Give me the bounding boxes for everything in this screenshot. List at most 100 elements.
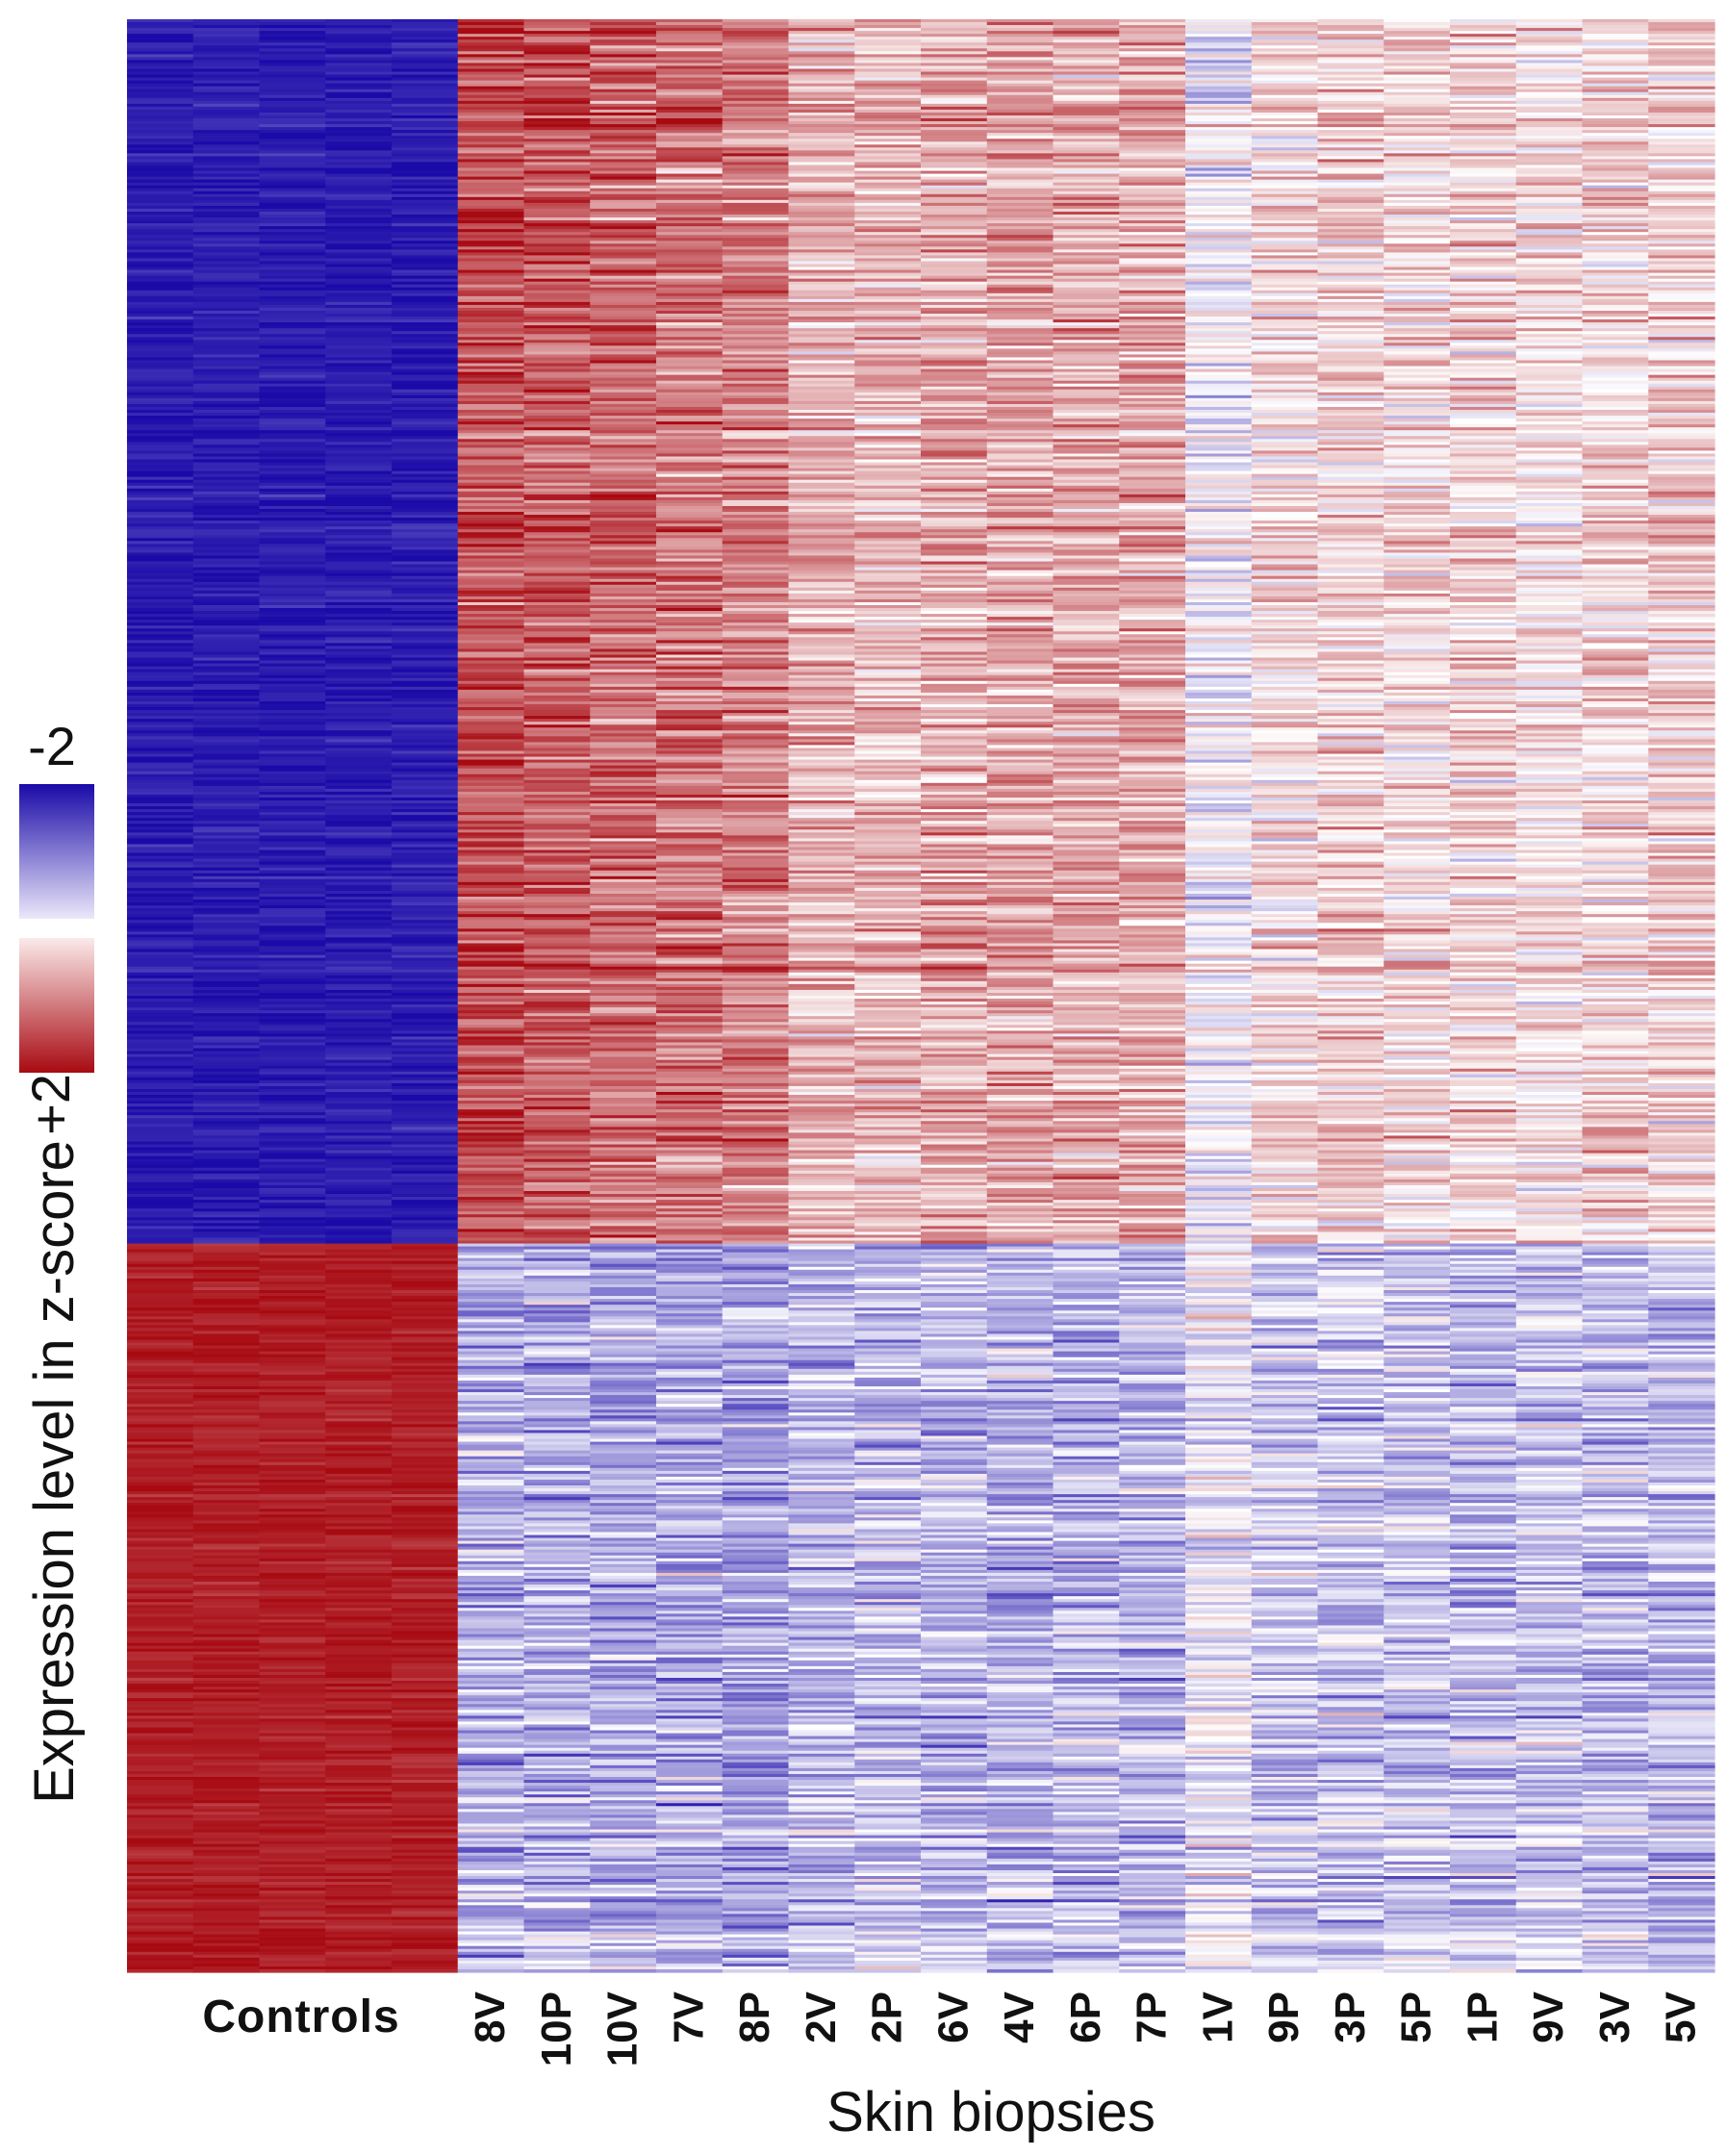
heatmap-cell — [192, 301, 261, 306]
heatmap-cell — [1119, 406, 1186, 411]
heatmap-cell — [1053, 246, 1120, 250]
heatmap-cell — [854, 243, 922, 247]
heatmap-cell — [1648, 63, 1715, 67]
heatmap-cell — [788, 590, 855, 595]
heatmap-cell — [921, 258, 988, 263]
heatmap-cell — [392, 42, 459, 46]
heatmap-cell — [1317, 74, 1384, 79]
heatmap-cell — [722, 488, 790, 493]
heatmap-cell — [325, 57, 393, 62]
heatmap-cell — [1582, 19, 1649, 23]
heatmap-cell — [1119, 71, 1186, 76]
heatmap-cell — [1582, 620, 1649, 623]
heatmap-cell — [1384, 413, 1451, 417]
heatmap-cell — [457, 89, 525, 93]
heatmap-cell — [1317, 252, 1384, 257]
heatmap-cell — [854, 505, 922, 510]
heatmap-cell — [259, 512, 326, 516]
heatmap-cell — [523, 159, 591, 164]
heatmap-cell — [1119, 394, 1186, 399]
heatmap-cell — [1185, 22, 1253, 26]
heatmap-cell — [1119, 363, 1186, 368]
heatmap-cell — [1515, 118, 1584, 122]
heatmap-cell — [192, 275, 261, 280]
heatmap-cell — [523, 153, 591, 157]
heatmap-cell — [854, 400, 922, 405]
heatmap-cell — [1582, 91, 1649, 96]
heatmap-cell — [722, 617, 790, 621]
heatmap-cell — [1185, 476, 1253, 481]
heatmap-cell — [656, 317, 724, 320]
heatmap-cell — [1317, 80, 1384, 85]
heatmap-cell — [1185, 215, 1253, 218]
heatmap-cell — [1582, 526, 1649, 530]
heatmap-cell — [259, 442, 326, 445]
heatmap-cell — [1185, 226, 1253, 230]
heatmap-cell — [259, 496, 326, 501]
heatmap-cell — [1582, 301, 1649, 306]
heatmap-cell — [192, 121, 261, 125]
heatmap-cell — [1317, 400, 1384, 405]
heatmap-cell — [259, 269, 326, 274]
heatmap-cell — [1317, 505, 1384, 510]
heatmap-cell — [788, 74, 855, 79]
heatmap-cell — [1648, 215, 1715, 218]
heatmap-cell — [127, 394, 194, 399]
heatmap-cell — [1251, 465, 1319, 469]
heatmap-cell — [325, 491, 393, 495]
heatmap-cell — [656, 118, 724, 122]
heatmap-cell — [921, 220, 988, 224]
heatmap-cell — [325, 598, 393, 603]
heatmap-cell — [1648, 584, 1715, 589]
heatmap-cell — [1648, 328, 1715, 332]
heatmap-cell — [1384, 496, 1451, 501]
heatmap-cell — [722, 377, 790, 382]
heatmap-cell — [192, 185, 261, 190]
heatmap-cell — [1119, 456, 1186, 461]
heatmap-cell — [854, 622, 922, 626]
heatmap-cell — [656, 496, 724, 501]
heatmap-cell — [457, 322, 525, 326]
heatmap-cell — [192, 304, 261, 309]
heatmap-cell — [1384, 319, 1451, 323]
heatmap-cell — [392, 351, 459, 356]
heatmap-cell — [457, 567, 525, 571]
heatmap-cell — [1515, 608, 1584, 612]
heatmap-cell — [1317, 496, 1384, 501]
heatmap-cell — [788, 238, 855, 241]
heatmap-cell — [854, 199, 922, 204]
heatmap-cell — [1450, 54, 1517, 58]
heatmap-cell — [986, 564, 1054, 569]
heatmap-cell — [788, 473, 855, 478]
heatmap-cell — [854, 473, 922, 478]
heatmap-cell — [921, 366, 988, 370]
heatmap-cell — [788, 386, 855, 391]
heatmap-cell — [1053, 86, 1120, 90]
heatmap-cell — [1185, 406, 1253, 411]
heatmap-cell — [523, 403, 591, 408]
heatmap-cell — [788, 314, 855, 317]
heatmap-cell — [788, 325, 855, 329]
heatmap-cell — [1450, 380, 1517, 385]
heatmap-cell — [1384, 153, 1451, 157]
heatmap-cell — [259, 368, 326, 373]
heatmap-cell — [127, 587, 194, 592]
heatmap-cell — [921, 479, 988, 484]
heatmap-cell — [788, 567, 855, 571]
heatmap-cell — [1053, 518, 1120, 521]
heatmap-cell — [259, 223, 326, 227]
heatmap-cell — [1185, 255, 1253, 260]
heatmap-cell — [1384, 442, 1451, 445]
heatmap-cell — [325, 427, 393, 431]
heatmap-cell — [854, 156, 922, 161]
heatmap-cell — [1582, 470, 1649, 475]
heatmap-cell — [1450, 51, 1517, 55]
heatmap-cell — [192, 182, 261, 187]
heatmap-cell — [1119, 114, 1186, 119]
heatmap-cell — [259, 156, 326, 161]
heatmap-cell — [325, 150, 393, 154]
heatmap-cell — [1515, 345, 1584, 349]
heatmap-cell — [192, 235, 261, 239]
heatmap-cell — [523, 416, 591, 419]
heatmap-cell — [127, 109, 194, 114]
